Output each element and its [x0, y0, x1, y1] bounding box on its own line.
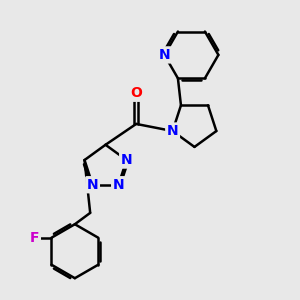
Text: F: F: [30, 231, 39, 245]
Text: N: N: [159, 48, 170, 62]
Text: N: N: [121, 153, 132, 167]
Text: O: O: [130, 86, 142, 100]
Text: N: N: [167, 124, 178, 138]
Text: N: N: [87, 178, 98, 192]
Text: N: N: [113, 178, 124, 192]
